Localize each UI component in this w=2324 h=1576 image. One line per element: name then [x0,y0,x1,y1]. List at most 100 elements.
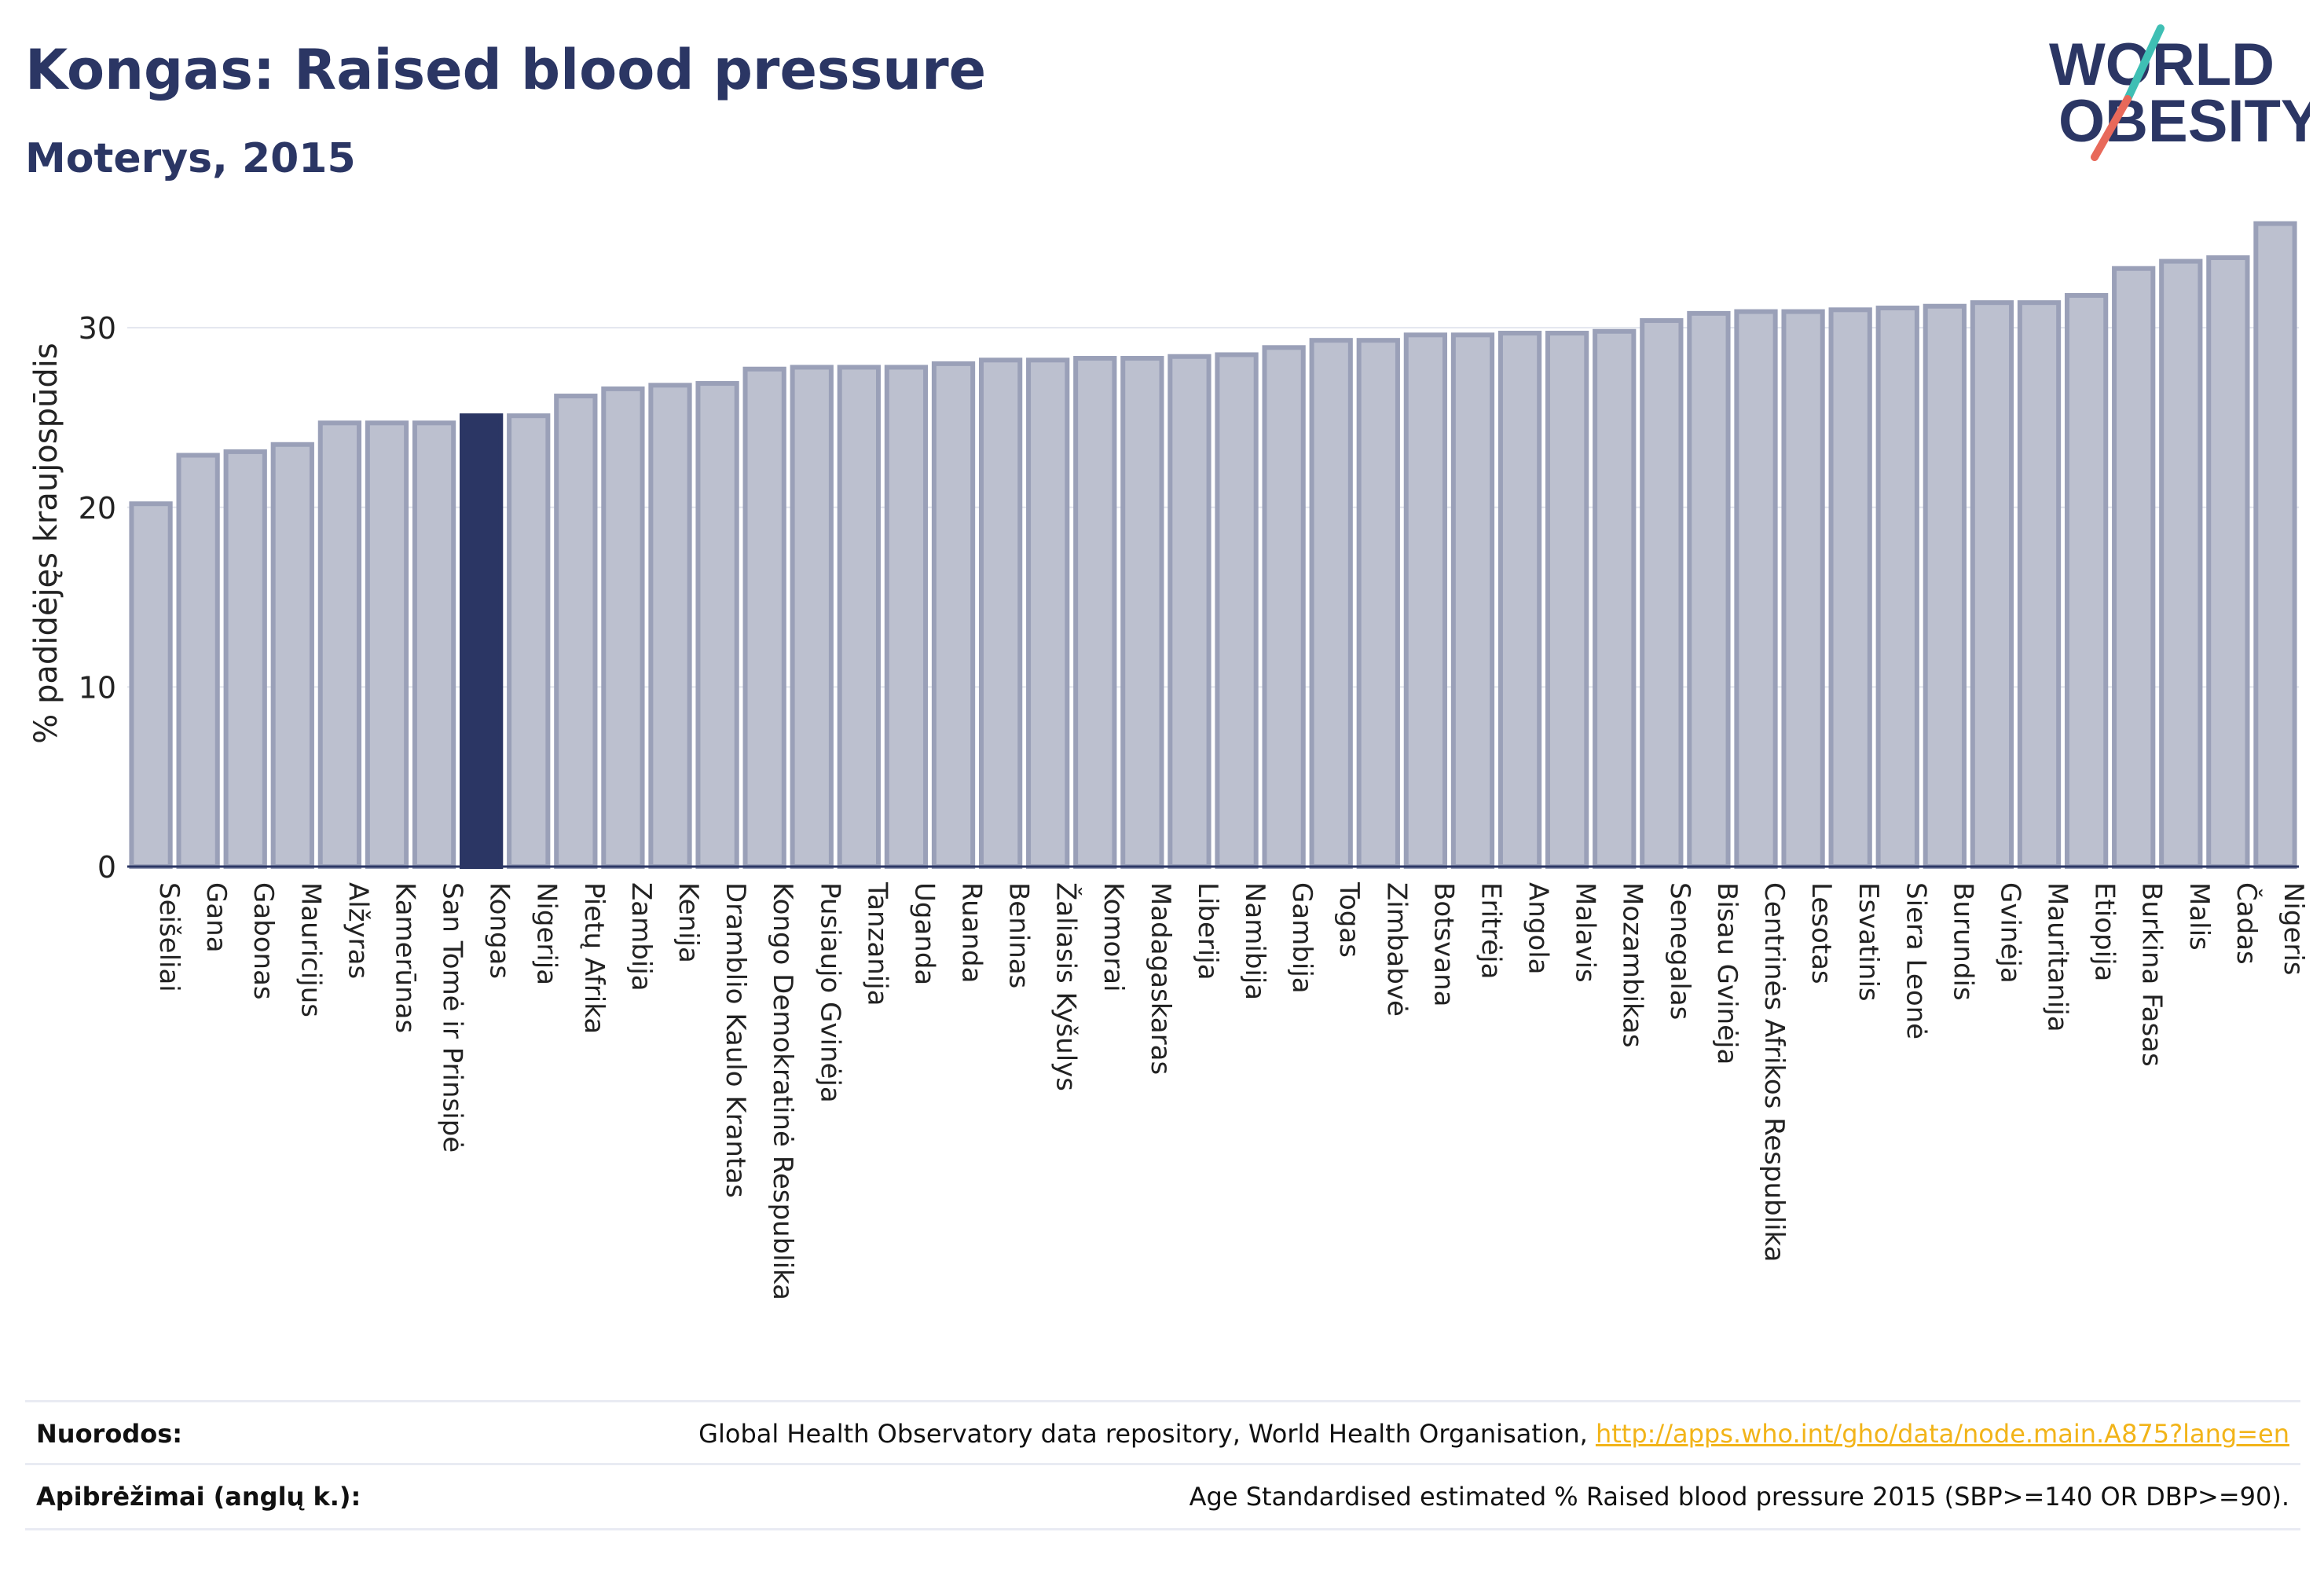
bar [1167,354,1211,869]
bar [507,413,551,869]
logo-word-world: WORLD [2049,31,2275,98]
bar-chart: 0 10 20 30 Seišeliai Gana Gabonas Mauricijus Alž… [28,221,2309,1300]
x-tick-label: Čadas [2231,882,2263,965]
sources-link[interactable]: http://apps.who.int/gho/data/node.main.A… [1595,1419,2289,1449]
x-tick-label: Beninas [1003,882,1035,988]
x-tick-label: Gabonas [247,882,279,1000]
bar [1215,352,1259,870]
x-tick-label: Dramblio Kaulo Krantas [720,882,751,1198]
footer-sources-row: Nuorodos: Global Health Observatory data… [25,1400,2300,1465]
x-tick-label: Komorai [1098,882,1129,992]
x-tick-label: Nigeris [2278,882,2309,976]
bar [1450,332,1495,869]
x-tick-label: Lesotas [1805,882,1837,984]
sources-text: Global Health Observatory data repositor… [698,1419,2300,1449]
bar [1403,332,1448,869]
x-tick-label: Namibija [1239,882,1270,1000]
chart-subtitle: Moterys, 2015 [25,135,356,182]
bar [1262,345,1306,869]
y-tick-label: 0 [97,850,116,885]
y-tick-label: 20 [79,491,116,526]
bar [1828,307,1872,869]
x-tick-label: Gvinėja [1994,882,2025,984]
bar [1545,331,1589,869]
x-tick-label: Ruanda [956,882,988,983]
bar [2159,258,2203,869]
x-tick-label: Tanzanija [861,881,893,1006]
bar [1026,357,1070,870]
bar [129,501,173,869]
logo-slash-teal [2124,24,2165,103]
x-tick-label: Togas [1333,881,1365,958]
y-axis-title: % padidėjęs kraujospūdis [28,343,64,743]
x-tick-label: Seišeliai [153,882,185,992]
x-tick-label: Burundis [1947,882,1978,1001]
x-tick-label: Zimbabvė [1380,882,1412,1017]
x-tick-label: Malis [2183,882,2215,951]
x-tick-label: Eritrėja [1475,882,1506,979]
x-tick-label: Alžyras [342,882,373,979]
bar [2064,293,2109,869]
x-tick-label: San Tomė ir Prinsipė [437,882,468,1153]
bar [978,357,1023,870]
bar [1875,306,1919,869]
bar [648,383,692,870]
x-tick-label: Senegalas [1664,882,1695,1020]
bar [1120,356,1164,869]
bar [790,365,834,869]
x-tick-label: Liberija [1192,882,1223,980]
bar [601,386,645,869]
sources-description: Global Health Observatory data repositor… [698,1419,1596,1449]
bar [223,449,267,869]
bar [1687,310,1731,869]
bar [1970,300,2014,869]
x-tick-label: Bisau Gvinėja [1711,882,1743,1065]
x-tick-label: Malavis [1570,882,1601,983]
y-tick-label: 30 [79,311,116,346]
bar [176,453,220,869]
bar [1497,331,1542,869]
bar [2112,266,2156,870]
bar [884,365,929,869]
world-obesity-logo: WORLD OBESITY [2049,24,2310,161]
x-tick-label: Mozambikas [1617,882,1648,1048]
bar [317,420,362,869]
bar [1640,318,1684,869]
x-tick-label: Žaliasis Kyšulys [1050,882,1083,1091]
bar [554,394,598,869]
x-tick-label: Madagaskaras [1145,882,1176,1075]
x-tick-label: Centrinės Afrikos Respublika [1758,882,1790,1262]
bar-highlighted [460,413,504,869]
definitions-label: Apibrėžimai (anglų k.): [36,1482,361,1512]
bar [695,381,739,869]
x-tick-label: Kongas [484,882,515,979]
footer: Nuorodos: Global Health Observatory data… [25,1400,2300,1534]
x-tick-label: Burkina Fasas [2136,882,2168,1067]
bar [2017,300,2062,869]
x-tick-label: Esvatinis [1853,882,1884,1002]
bar [1073,356,1117,869]
x-tick-label: Pietų Afrika [578,882,610,1034]
bar [1309,338,1353,869]
y-tick-label: 10 [79,670,116,705]
bar [1781,309,1825,869]
bar [837,365,881,869]
tick-labels: 0 10 20 30 Seišeliai Gana Gabonas Mauricijus Alž… [28,311,2309,1300]
x-tick-label: Gambija [1286,882,1318,994]
bar [412,420,456,869]
bar [365,420,409,869]
x-tick-label: Uganda [908,882,940,985]
x-tick-label: Kenija [673,882,704,963]
bar [931,361,976,869]
bar [1923,303,1967,869]
x-tick-label: Kamerūnas [389,882,420,1033]
logo-slash-coral [2091,95,2132,161]
definitions-text: Age Standardised estimated % Raised bloo… [1189,1482,2289,1512]
x-tick-label: Siera Leonė [1900,882,1931,1039]
bar [2206,255,2250,869]
bar [270,442,314,869]
bar [1356,338,1400,869]
x-tick-label: Angola [1523,882,1554,974]
x-tick-label: Pusiaujo Gvinėja [814,882,845,1103]
x-tick-label: Gana [200,882,232,953]
